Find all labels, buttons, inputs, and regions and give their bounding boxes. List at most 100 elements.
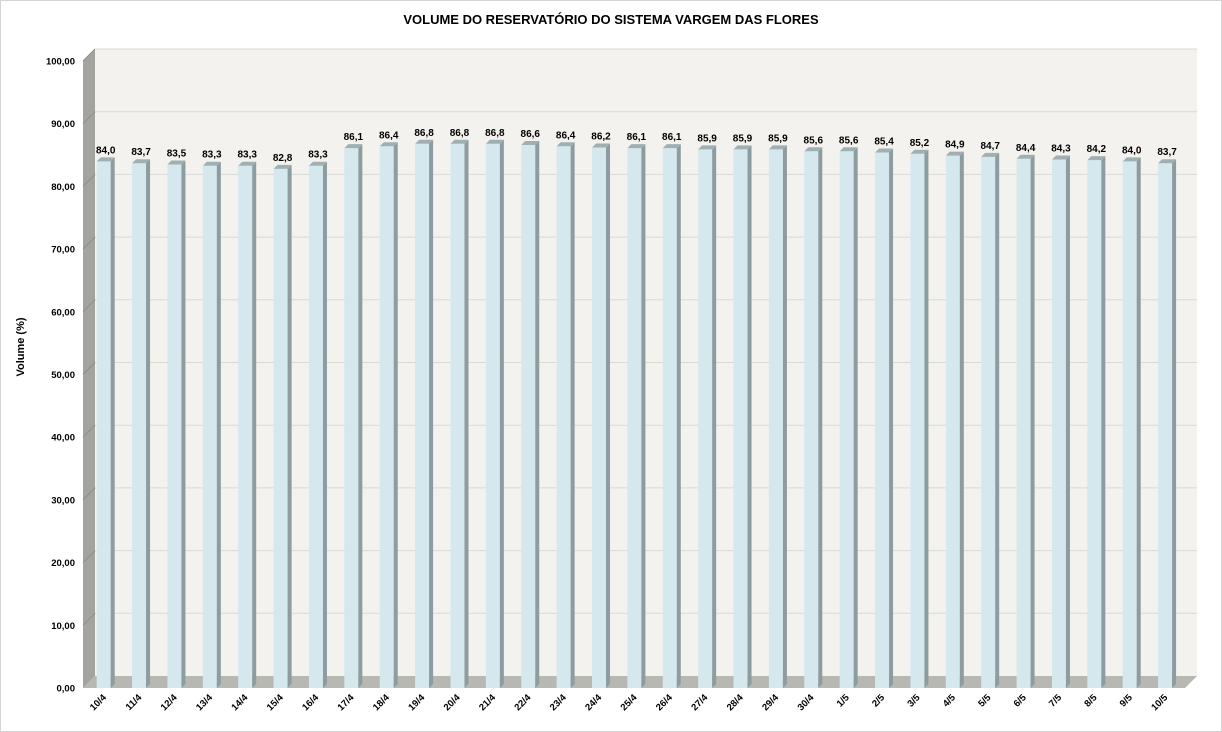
data-label: 83,5 <box>167 148 187 159</box>
bar <box>698 149 713 689</box>
bar <box>592 147 607 688</box>
bar-side <box>535 141 540 688</box>
x-tick-label: 8/5 <box>1082 692 1100 710</box>
data-label: 84,3 <box>1051 143 1071 154</box>
x-tick-label: 15/4 <box>265 692 286 713</box>
bar-top <box>733 145 752 150</box>
bar-side <box>216 161 221 689</box>
y-tick-label: 10,00 <box>51 621 75 632</box>
bar-top <box>1016 154 1035 159</box>
data-label: 83,7 <box>131 147 151 158</box>
bar <box>1051 159 1066 689</box>
bar-side <box>1101 156 1106 689</box>
bar <box>627 148 642 688</box>
gridline-side <box>82 612 96 626</box>
bar <box>379 146 394 689</box>
bar-side <box>322 161 327 689</box>
bar-top <box>202 161 221 166</box>
y-tick-label: 40,00 <box>51 433 75 444</box>
bar-side <box>464 139 469 688</box>
bar-top <box>379 142 398 147</box>
bar-side <box>712 145 717 689</box>
bar-side <box>499 139 504 688</box>
bar-side <box>818 147 823 689</box>
data-label: 83,3 <box>202 150 222 161</box>
bar-top <box>1051 155 1070 160</box>
data-label: 84,4 <box>1016 143 1036 154</box>
bar-side <box>1136 157 1141 688</box>
data-label: 86,4 <box>556 130 576 141</box>
y-tick-label: 50,00 <box>51 370 75 381</box>
data-label: 86,1 <box>344 132 364 143</box>
bar-top <box>485 139 504 144</box>
x-tick-label: 21/4 <box>477 692 498 713</box>
bar <box>839 151 854 689</box>
bar-side <box>1172 159 1177 689</box>
x-tick-label: 27/4 <box>689 692 710 713</box>
x-tick-label: 1/5 <box>835 692 853 710</box>
bar <box>202 165 217 689</box>
x-tick-label: 20/4 <box>442 692 463 713</box>
bar-side <box>110 157 115 688</box>
x-tick-label: 10/5 <box>1149 692 1170 713</box>
x-tick-label: 5/5 <box>976 692 994 710</box>
y-tick-label: 60,00 <box>51 307 75 318</box>
bar-top <box>273 164 292 169</box>
bar-top <box>450 139 469 144</box>
data-label: 86,8 <box>450 128 470 139</box>
y-tick-label: 80,00 <box>51 182 75 193</box>
bar-side <box>853 147 858 689</box>
bar-side <box>358 144 363 688</box>
data-label: 86,8 <box>414 128 434 139</box>
x-tick-label: 12/4 <box>159 692 180 713</box>
bar <box>1016 158 1031 688</box>
bar-top <box>804 147 823 152</box>
bar <box>238 165 253 689</box>
gridline-side <box>82 487 96 501</box>
x-tick-label: 6/5 <box>1012 692 1030 710</box>
bar-side <box>782 145 787 689</box>
data-label: 85,6 <box>839 135 859 146</box>
bar-side <box>1065 155 1070 689</box>
data-label: 83,7 <box>1157 147 1177 158</box>
gridline-side <box>82 174 96 187</box>
data-label: 85,6 <box>804 135 824 146</box>
bar <box>521 145 536 688</box>
bar-top <box>415 139 434 144</box>
bar <box>733 149 748 689</box>
data-label: 86,2 <box>591 132 611 143</box>
data-label: 85,9 <box>697 133 717 144</box>
x-tick-label: 7/5 <box>1047 692 1065 710</box>
bar-top <box>556 142 575 147</box>
bar <box>344 148 359 688</box>
bar <box>167 164 182 688</box>
data-label: 84,7 <box>980 141 1000 152</box>
x-tick-label: 3/5 <box>905 692 923 710</box>
data-label: 85,9 <box>733 133 753 144</box>
data-label: 86,4 <box>379 130 399 141</box>
bar <box>308 165 323 689</box>
bar-side <box>429 139 434 688</box>
x-tick-label: 2/5 <box>870 692 888 710</box>
bar-side <box>606 143 611 688</box>
x-tick-label: 13/4 <box>194 692 215 713</box>
y-tick-label: 70,00 <box>51 245 75 256</box>
x-tick-label: 26/4 <box>654 692 675 713</box>
bar-top <box>981 152 1000 157</box>
bar-side <box>995 152 1000 688</box>
x-tick-label: 28/4 <box>725 692 746 713</box>
x-tick-label: 29/4 <box>760 692 781 713</box>
gridline-side <box>82 299 96 313</box>
bar-side <box>889 148 894 689</box>
data-label: 85,9 <box>768 133 788 144</box>
bar <box>415 143 430 688</box>
bar-top <box>592 143 611 148</box>
data-label: 84,9 <box>945 140 965 151</box>
y-tick-label: 20,00 <box>51 558 75 569</box>
bar-top <box>768 145 787 150</box>
bar <box>485 143 500 688</box>
bar-side <box>1030 154 1035 688</box>
bar <box>96 161 111 688</box>
bar-top <box>662 144 681 149</box>
